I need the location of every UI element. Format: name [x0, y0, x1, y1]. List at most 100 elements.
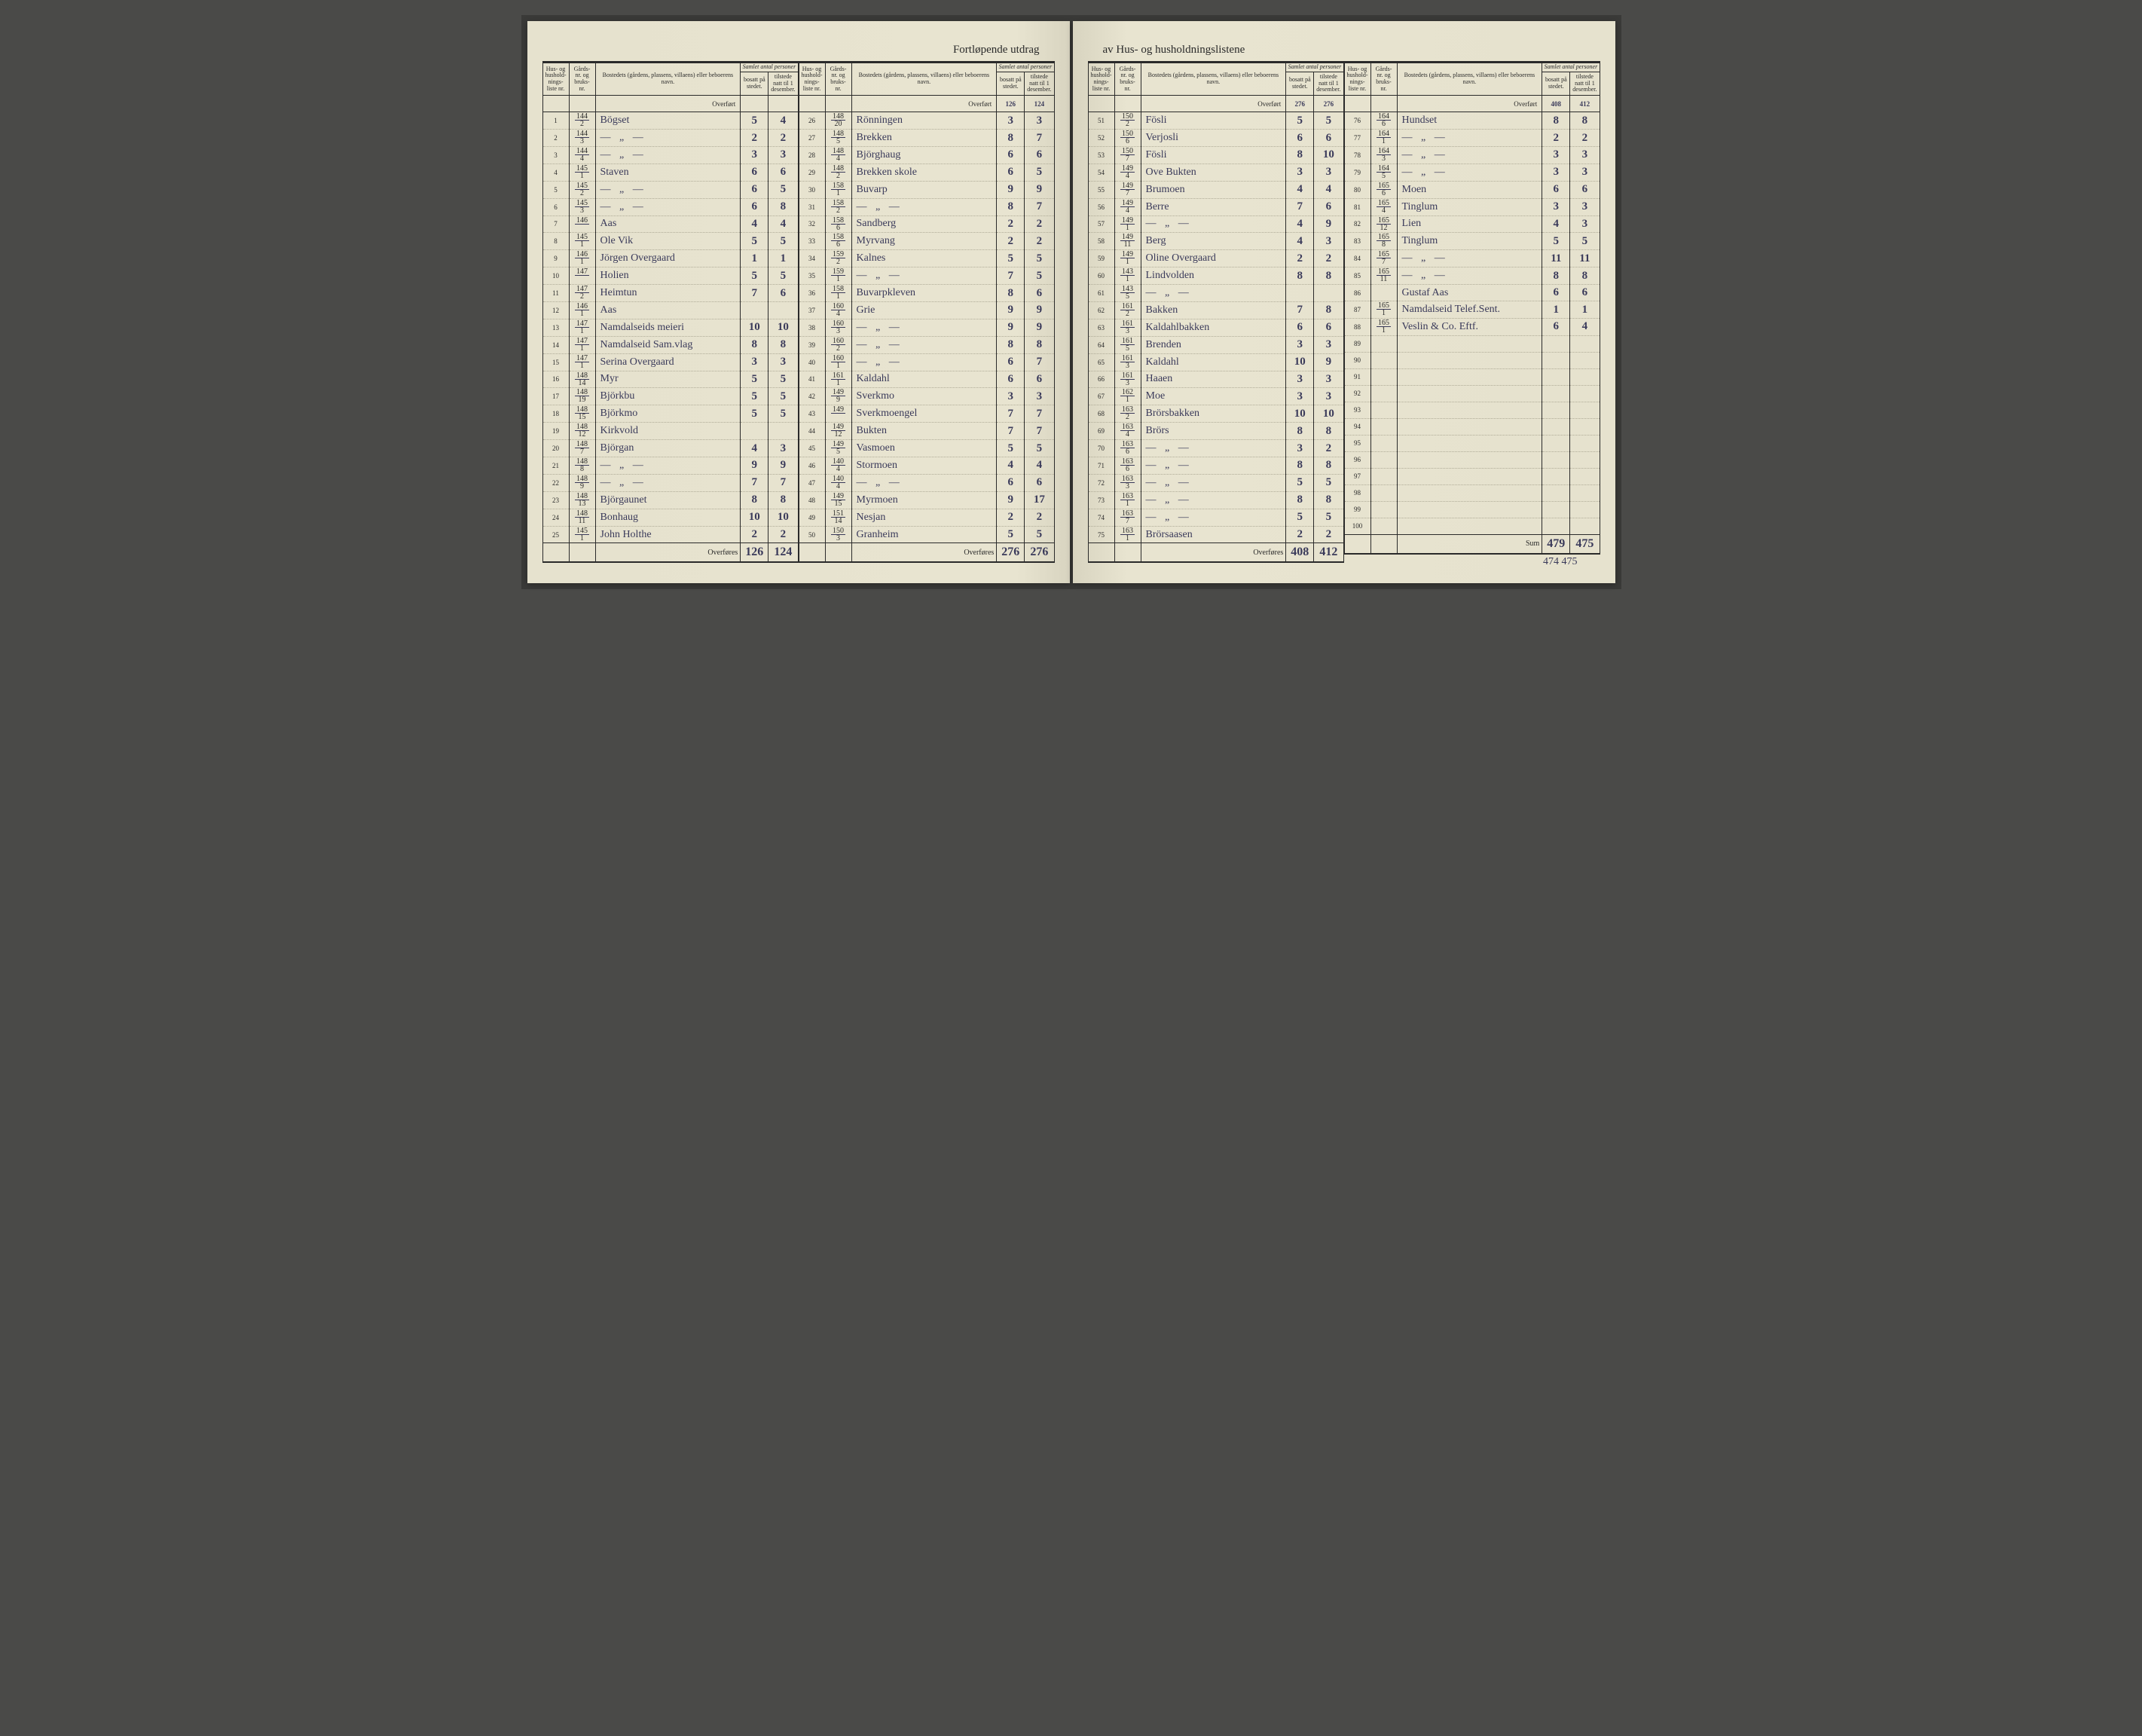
- bosted-name: — „ —: [1141, 285, 1286, 302]
- table-row: 57 1491 — „ — 4 9: [1088, 215, 1343, 233]
- table-row: 73 1631 — „ — 8 8: [1088, 491, 1343, 509]
- gard-bruk: 1495: [825, 440, 851, 457]
- gard-bruk: 1637: [1114, 509, 1141, 526]
- bosatt-value: 3: [1286, 336, 1314, 353]
- row-number: 96: [1344, 451, 1370, 468]
- bosted-name: — „ —: [851, 198, 997, 215]
- bosatt-value: 8: [741, 491, 768, 509]
- tilstede-value: 2: [1314, 526, 1343, 543]
- section-4: Hus- og hushold-nings-liste nr. Gårds-nr…: [1344, 61, 1600, 568]
- table-row: 92: [1344, 385, 1600, 402]
- row-number: 94: [1344, 418, 1370, 435]
- tilstede-value: [1570, 385, 1600, 402]
- bosatt-value: 10: [741, 509, 768, 526]
- tilstede-value: 6: [1025, 285, 1054, 302]
- gard-bruk: 1503: [825, 526, 851, 543]
- col-gard: Gårds-nr. og bruks-nr.: [569, 63, 595, 96]
- tilstede-value: [1570, 451, 1600, 468]
- row-number: 23: [542, 491, 569, 509]
- row-number: 84: [1344, 250, 1370, 267]
- tilstede-value: 8: [768, 491, 798, 509]
- tilstede-value: 6: [1570, 285, 1600, 301]
- bosatt-value: 4: [741, 440, 768, 457]
- col-gard: Gårds-nr. og bruks-nr.: [1114, 63, 1141, 96]
- table-row: 27 1485 Brekken 8 7: [799, 130, 1054, 147]
- bosatt-value: 6: [1542, 318, 1570, 335]
- row-number: 58: [1088, 233, 1114, 250]
- row-number: 22: [542, 474, 569, 491]
- bosted-name: — „ —: [595, 130, 741, 147]
- row-number: 66: [1088, 371, 1114, 388]
- bosted-name: Jörgen Overgaard: [595, 250, 741, 267]
- bosted-name: Kaldahl: [1141, 353, 1286, 371]
- bosted-name: Kalnes: [851, 250, 997, 267]
- gard-bruk: [1370, 385, 1397, 402]
- table-row: 29 1482 Brekken skole 6 5: [799, 164, 1054, 181]
- bosatt-value: 8: [997, 130, 1025, 147]
- footer-bosatt: 126: [741, 543, 768, 563]
- col-samlet: Samlet antal personer: [1542, 63, 1600, 72]
- row-number: 2: [542, 130, 569, 147]
- col-samlet: Samlet antal personer: [741, 63, 798, 72]
- bosatt-value: [1542, 518, 1570, 534]
- gard-bruk: 1636: [1114, 457, 1141, 475]
- row-number: 3: [542, 146, 569, 164]
- bosatt-value: 5: [1286, 509, 1314, 526]
- bosatt-value: 1: [1542, 301, 1570, 319]
- row-number: 26: [799, 112, 825, 130]
- footer-tilstede: 124: [768, 543, 798, 563]
- bosatt-value: 10: [1286, 353, 1314, 371]
- col-samlet: Samlet antal personer: [1286, 63, 1343, 72]
- table-row: 50 1503 Granheim 5 5: [799, 526, 1054, 543]
- table-row: 56 1494 Berre 7 6: [1088, 198, 1343, 215]
- table-row: 34 1592 Kalnes 5 5: [799, 250, 1054, 267]
- row-number: 85: [1344, 267, 1370, 285]
- row-number: 11: [542, 285, 569, 302]
- bosted-name: Fösli: [1141, 112, 1286, 130]
- bosatt-value: 5: [741, 371, 768, 388]
- table-row: 79 1645 — „ — 3 3: [1344, 164, 1600, 181]
- table-row: 15 1471 Serina Overgaard 3 3: [542, 353, 798, 371]
- tilstede-value: 10: [1314, 405, 1343, 423]
- tilstede-value: 6: [1314, 319, 1343, 336]
- bosatt-value: 2: [741, 526, 768, 543]
- tilstede-value: 2: [1025, 509, 1054, 526]
- gard-bruk: 14912: [825, 423, 851, 440]
- row-number: 6: [542, 198, 569, 215]
- bosted-name: [1397, 385, 1542, 402]
- table-row: 64 1615 Brenden 3 3: [1088, 336, 1343, 353]
- right-page: av Hus- og husholdningslistene Hus- og h…: [1073, 21, 1615, 583]
- bosted-name: Namdalseids meieri: [595, 319, 741, 336]
- gard-bruk: 1507: [1114, 146, 1141, 164]
- footer-tilstede: 475: [1570, 534, 1600, 554]
- table-row: 70 1636 — „ — 3 2: [1088, 440, 1343, 457]
- col-bosted: Bostedets (gårdens, plassens, villaens) …: [1397, 63, 1542, 96]
- bosted-name: [1397, 352, 1542, 368]
- gard-bruk: 1443: [569, 130, 595, 147]
- tilstede-value: 6: [1570, 181, 1600, 198]
- table-row: 3 1444 — „ — 3 3: [542, 146, 798, 164]
- gard-bruk: 1494: [1114, 164, 1141, 181]
- bosted-name: Moe: [1141, 388, 1286, 405]
- tilstede-value: 7: [1025, 353, 1054, 371]
- row-number: 60: [1088, 267, 1114, 285]
- col-tilstede: tilstede natt til 1 desember.: [1570, 72, 1600, 95]
- title-right: av Hus- og husholdningslistene: [1088, 44, 1600, 57]
- bosatt-value: 2: [741, 130, 768, 147]
- tilstede-value: 3: [1025, 388, 1054, 405]
- bosatt-value: 8: [741, 336, 768, 353]
- row-number: 19: [542, 423, 569, 440]
- gard-bruk: 1603: [825, 319, 851, 336]
- tilstede-value: 6: [1025, 146, 1054, 164]
- footer-row: Overføres 126 124: [542, 543, 798, 563]
- bosted-name: Buvarpkleven: [851, 285, 997, 302]
- tilstede-value: 4: [768, 112, 798, 130]
- bosted-name: — „ —: [1397, 130, 1542, 147]
- row-number: 54: [1088, 164, 1114, 181]
- gard-bruk: 1592: [825, 250, 851, 267]
- bosted-name: [1397, 335, 1542, 352]
- tilstede-value: [1570, 468, 1600, 484]
- bosted-name: Hundset: [1397, 112, 1542, 130]
- gard-bruk: 14819: [569, 388, 595, 405]
- bosted-name: Björgan: [595, 440, 741, 457]
